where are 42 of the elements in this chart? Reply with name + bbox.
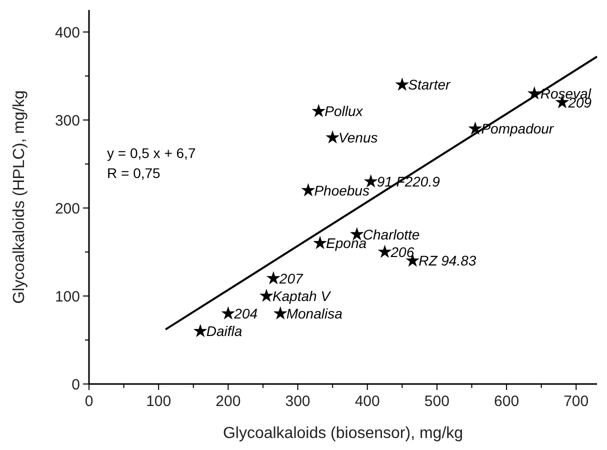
x-tick-label: 0 [84, 393, 94, 410]
point [260, 288, 274, 302]
y-axis-title: Glycoalkaloids (HPLC), mg/kg [11, 90, 28, 304]
annotation: Starter [408, 76, 452, 93]
annotation: Daifla [206, 323, 242, 340]
annotation: 204 [233, 306, 258, 322]
point [326, 130, 340, 144]
y-tick-label: 200 [54, 200, 80, 218]
x-tick-label: 700 [564, 393, 589, 410]
point [273, 306, 288, 320]
point [193, 324, 208, 338]
annotation: 91 F220.9 [376, 174, 440, 190]
point [301, 183, 316, 196]
annotation: R = 0,75 [107, 165, 161, 181]
annotation: RZ 94.83 [418, 252, 476, 269]
annotation: Kaptah V [272, 288, 332, 304]
point [312, 104, 326, 118]
x-tick-label: 100 [146, 393, 172, 410]
point [395, 77, 410, 91]
x-tick-label: 600 [494, 393, 520, 410]
x-tick-label: 400 [354, 393, 380, 410]
annotation: 206 [390, 244, 414, 260]
x-tick-label: 200 [216, 393, 241, 410]
y-tick-label: 0 [72, 376, 80, 394]
point [266, 271, 280, 284]
y-tick-label: 100 [54, 288, 80, 306]
annotation: Phoebus [314, 182, 370, 198]
point [313, 236, 327, 250]
y-tick-label: 400 [54, 24, 80, 42]
annotation: y = 0,5 x + 6,7 [107, 145, 196, 161]
point [221, 306, 236, 320]
x-tick-label: 300 [285, 393, 310, 410]
annotation: Monalisa [286, 306, 343, 322]
x-tick-label: 500 [424, 393, 450, 410]
y-tick-label: 300 [54, 112, 80, 130]
annotation: Pompadour [481, 120, 555, 137]
annotation: 207 [278, 270, 304, 286]
x-axis-title: Glycoalkaloids (biosensor), mg/kg [222, 425, 464, 442]
point [378, 244, 392, 258]
annotation: Venus [338, 130, 378, 146]
point [468, 121, 482, 135]
annotation: Pollux [324, 103, 364, 120]
